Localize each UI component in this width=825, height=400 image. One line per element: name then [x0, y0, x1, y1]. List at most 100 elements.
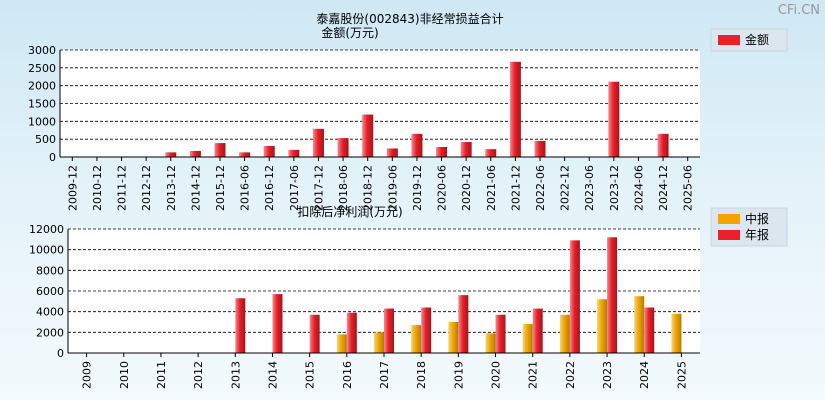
- x-tick-label: 2024: [638, 361, 651, 389]
- bar-年报: [346, 312, 357, 353]
- x-tick-label: 2025-06: [682, 165, 695, 211]
- bar-年报: [309, 314, 320, 353]
- bar-中报: [374, 332, 384, 353]
- bar-年报: [532, 308, 543, 353]
- chart-2-title: 扣除后净利润(万元): [297, 204, 402, 219]
- legend-label: 中报: [745, 211, 769, 226]
- bar-中报: [522, 324, 533, 353]
- chart-1-axes: 0 500 1000 1500 2000 2500 3000 2009-12 2010-12 20…: [28, 44, 700, 211]
- legend-swatch: [718, 230, 740, 240]
- y-tick-label: 12000: [29, 223, 64, 236]
- bar-年报: [235, 298, 246, 353]
- x-tick-label: 2010: [118, 361, 131, 389]
- chart-1-bars: [165, 61, 669, 157]
- x-tick-label: 2009: [81, 361, 94, 389]
- bar-金额: [436, 147, 448, 157]
- legend-label: 金额: [745, 32, 769, 47]
- y-tick-label: 2000: [36, 326, 64, 339]
- x-tick-label: 2016-12: [263, 165, 276, 211]
- x-tick-label: 2015-12: [214, 165, 227, 211]
- x-tick-label: 2012: [192, 361, 205, 389]
- legend-label: 年报: [745, 227, 769, 242]
- bar-金额: [288, 149, 300, 157]
- x-tick-label: 2025: [675, 361, 688, 389]
- bar-中报: [597, 299, 608, 353]
- x-tick-label: 2009-12: [66, 165, 79, 211]
- x-tick-label: 2014: [266, 361, 279, 389]
- x-tick-label: 2023-06: [583, 165, 596, 211]
- x-tick-label: 2018: [415, 361, 428, 389]
- y-tick-label: 6000: [36, 285, 64, 298]
- bar-中报: [671, 313, 682, 353]
- chart-1-legend: 金额: [710, 28, 788, 52]
- bar-金额: [386, 148, 398, 157]
- x-tick-label: 2022-12: [559, 165, 572, 211]
- bar-金额: [411, 133, 423, 157]
- x-tick-label: 2020-06: [436, 165, 449, 211]
- x-tick-label: 2017: [378, 361, 391, 389]
- bar-金额: [657, 133, 669, 157]
- x-tick-label: 2011: [155, 361, 168, 389]
- chart-1-title: 泰嘉股份(002843)非经常损益合计: [316, 11, 503, 26]
- bar-年报: [384, 308, 394, 353]
- x-tick-label: 2013-12: [165, 165, 178, 211]
- x-tick-label: 2014-12: [189, 165, 202, 211]
- x-tick-label: 2024-12: [657, 165, 670, 211]
- bar-年报: [607, 237, 618, 353]
- bar-年报: [495, 314, 506, 353]
- bar-金额: [263, 145, 275, 157]
- chart-2-axes: 0 2000 4000 6000 8000 10000 12000 2009 2010 2011 2…: [29, 223, 700, 389]
- y-tick-label: 3000: [28, 44, 56, 57]
- x-tick-label: 2018-06: [337, 165, 350, 211]
- chart-1: 泰嘉股份(002843)非经常损益合计 金额(万元) 0 500 1000 1500 2…: [28, 11, 788, 211]
- bar-金额: [165, 152, 177, 157]
- x-tick-label: 2012-12: [140, 165, 153, 211]
- x-tick-label: 2021-12: [509, 165, 522, 211]
- bar-中报: [411, 325, 422, 353]
- y-tick-label: 2000: [28, 80, 56, 93]
- y-tick-label: 4000: [36, 306, 64, 319]
- chart-2-bars: [235, 237, 682, 353]
- y-tick-label: 1500: [28, 98, 56, 111]
- x-tick-label: 2019: [452, 361, 465, 389]
- x-tick-label: 2021-06: [485, 165, 498, 211]
- x-tick-label: 2017-06: [288, 165, 301, 211]
- bar-年报: [458, 295, 469, 353]
- x-tick-label: 2018-12: [362, 165, 375, 211]
- x-tick-label: 2016: [341, 361, 354, 389]
- watermark: CFi.CN: [778, 3, 820, 18]
- chart-1-subtitle: 金额(万元): [321, 25, 378, 40]
- y-tick-label: 8000: [36, 264, 64, 277]
- bar-金额: [485, 149, 497, 157]
- x-tick-label: 2017-12: [312, 165, 325, 211]
- legend-swatch: [718, 214, 740, 224]
- chart-1-grid: [60, 49, 700, 157]
- bar-年报: [272, 294, 283, 353]
- bar-中报: [448, 322, 459, 353]
- x-tick-label: 2019-06: [386, 165, 399, 211]
- x-tick-label: 2023-12: [608, 165, 621, 211]
- bar-金额: [239, 152, 251, 157]
- y-tick-label: 1000: [28, 115, 56, 128]
- x-tick-label: 2020-12: [460, 165, 473, 211]
- x-tick-label: 2021: [527, 361, 540, 389]
- legend-box: [710, 28, 788, 52]
- bar-金额: [189, 150, 201, 157]
- y-tick-label: 0: [49, 151, 56, 164]
- x-tick-label: 2023: [601, 361, 614, 389]
- x-tick-label: 2016-06: [239, 165, 252, 211]
- chart-2: 扣除后净利润(万元) 0 2000 4000 6000 8000 10000 12000 20…: [29, 204, 788, 389]
- bar-年报: [421, 307, 432, 353]
- x-tick-label: 2019-12: [411, 165, 424, 211]
- bar-金额: [460, 142, 472, 157]
- bar-金额: [534, 140, 546, 157]
- x-tick-label: 2015: [304, 361, 317, 389]
- bar-金额: [362, 114, 374, 157]
- x-tick-label: 2010-12: [91, 165, 104, 211]
- x-tick-label: 2022: [564, 361, 577, 389]
- legend-swatch: [718, 35, 740, 45]
- x-tick-label: 2022-06: [534, 165, 547, 211]
- bar-中报: [485, 333, 496, 353]
